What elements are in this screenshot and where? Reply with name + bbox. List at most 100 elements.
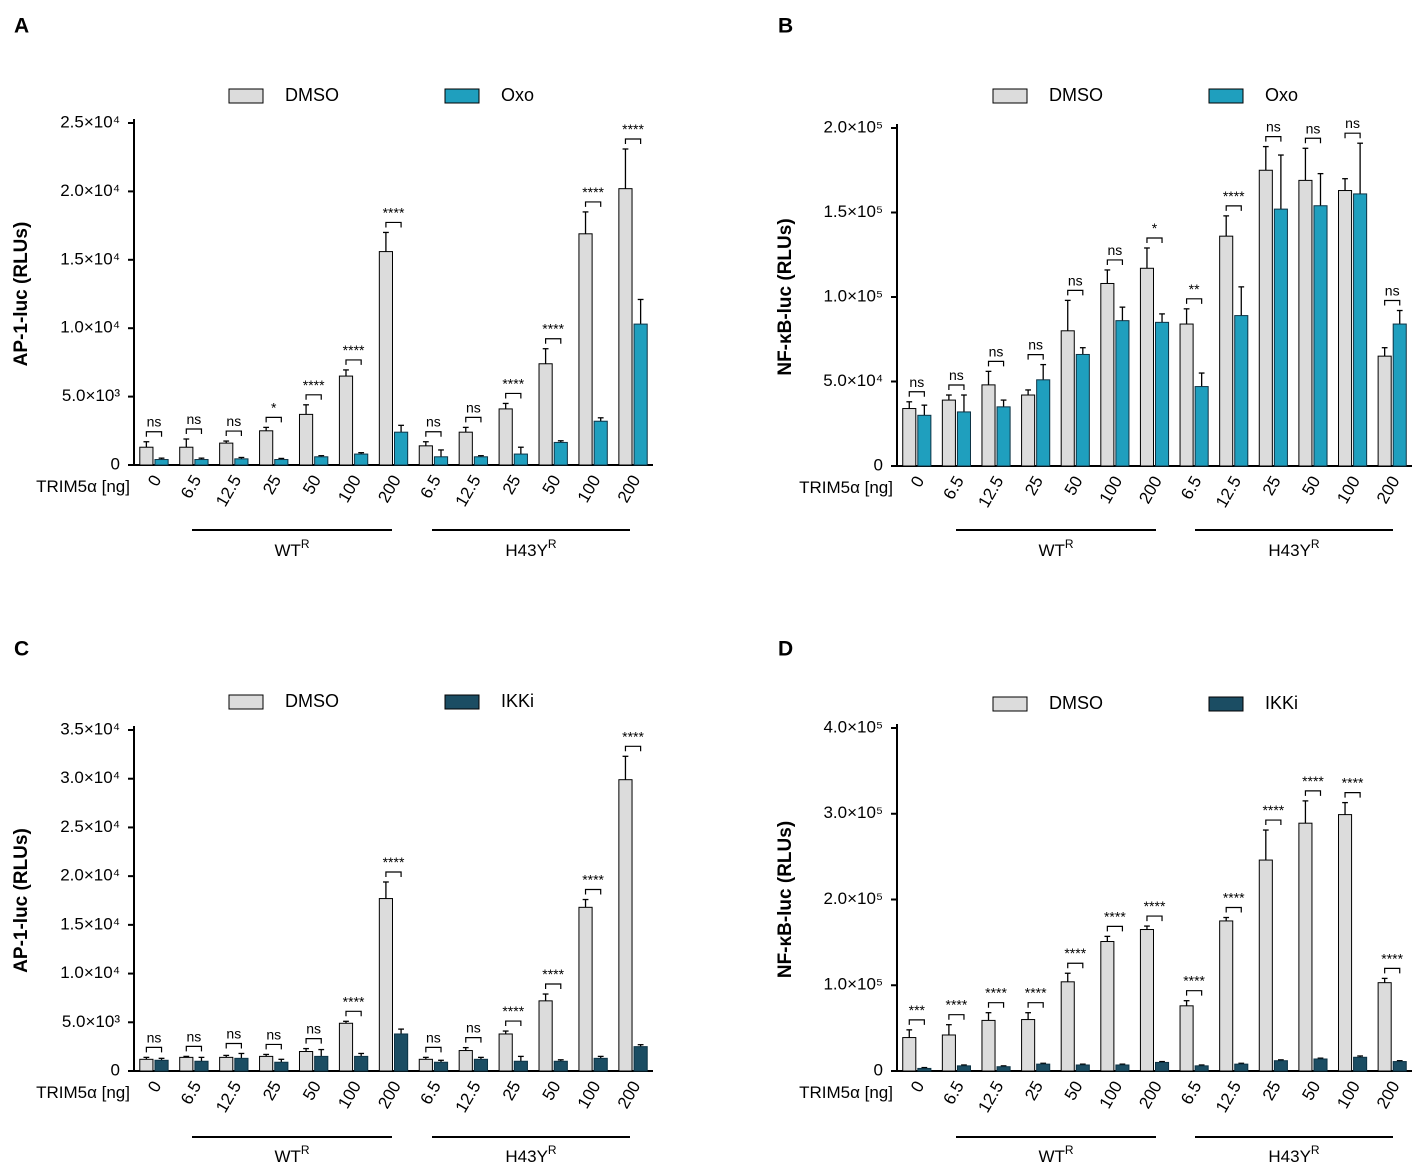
bar-dmso — [498, 1033, 513, 1072]
significance-bracket — [305, 1037, 322, 1044]
bar-dmso — [219, 1056, 234, 1072]
significance-label: ns — [1385, 283, 1400, 299]
group-label-main: H43Y — [1268, 541, 1311, 560]
bar-treatment — [996, 406, 1011, 467]
y-tick-label: 1.0×10⁴ — [60, 963, 120, 982]
x-tick-label: 12.5 — [212, 1078, 245, 1116]
y-tick-label: 1.0×10⁵ — [823, 286, 883, 305]
y-tick-label: 3.0×10⁵ — [823, 803, 883, 822]
y-tick-label: 0 — [874, 455, 883, 474]
significance-bracket — [1106, 925, 1124, 932]
x-axis-label: TRIM5α [ng] — [36, 1083, 130, 1102]
x-tick-label: 6.5 — [1177, 1078, 1205, 1108]
x-tick-label: 100 — [1333, 473, 1364, 507]
significance-bracket — [225, 430, 242, 437]
group-label: WTR — [274, 1143, 309, 1164]
group-label: H43YR — [505, 1143, 557, 1164]
x-tick-label: 200 — [1373, 473, 1404, 507]
significance-bracket — [1265, 819, 1282, 826]
significance-label: **** — [622, 728, 644, 744]
legend-swatch-treatment — [1208, 696, 1244, 712]
x-tick-label: 25 — [499, 1078, 525, 1104]
group-label: H43YR — [505, 537, 557, 560]
bar-treatment — [917, 1067, 932, 1072]
x-tick-label: 100 — [334, 472, 365, 506]
x-tick-label: 100 — [334, 1078, 365, 1112]
x-tick-label: 0 — [144, 1078, 165, 1096]
bar-dmso — [981, 384, 996, 467]
x-tick-label: 25 — [499, 472, 525, 498]
y-axis-label: AP-1-luc (RLUs) — [11, 222, 32, 367]
significance-bracket — [1225, 906, 1242, 913]
significance-label: ns — [949, 367, 964, 383]
x-tick-label: 12.5 — [212, 472, 245, 510]
significance-label: ns — [1028, 337, 1043, 353]
x-tick-label: 100 — [1096, 473, 1127, 507]
bar-treatment — [473, 456, 489, 466]
x-tick-label: 25 — [1259, 473, 1285, 499]
bar-treatment — [234, 458, 249, 466]
bar-treatment — [154, 459, 169, 466]
significance-label: **** — [1064, 945, 1086, 961]
x-axis-label: TRIM5α [ng] — [799, 1083, 893, 1102]
bar-dmso — [1021, 394, 1036, 467]
y-tick-label: 0 — [111, 454, 120, 473]
legend-label-dmso: DMSO — [285, 85, 339, 105]
x-tick-label: 12.5 — [452, 1078, 485, 1116]
y-tick-label: 4.0×10⁵ — [823, 717, 883, 736]
significance-bracket — [505, 392, 522, 399]
significance-label: ns — [426, 414, 441, 430]
bar-dmso — [458, 1050, 473, 1072]
y-tick-label: 3.0×10⁴ — [60, 768, 120, 787]
group-label-sup: R — [1065, 1143, 1074, 1157]
y-tick-label: 1.5×10⁴ — [60, 249, 120, 268]
significance-bracket — [385, 221, 402, 228]
group-label: WTR — [1038, 537, 1073, 560]
y-tick-label: 2.5×10⁴ — [60, 112, 120, 131]
significance-label: **** — [582, 872, 604, 888]
bar-dmso — [981, 1019, 996, 1072]
y-tick-label: 5.0×10⁴ — [823, 371, 883, 390]
panel-letter: D — [778, 638, 793, 661]
significance-bracket — [1067, 289, 1084, 296]
group-label-main: WT — [274, 541, 300, 560]
bar-dmso — [1179, 323, 1194, 467]
significance-label: **** — [303, 377, 325, 393]
bar-dmso — [578, 906, 593, 1072]
y-tick-label: 1.0×10⁴ — [60, 318, 120, 337]
group-label-main: H43Y — [505, 541, 548, 560]
bar-dmso — [1139, 267, 1154, 467]
group-label-sup: R — [548, 537, 557, 551]
significance-bracket — [987, 360, 1005, 367]
bar-dmso — [1021, 1019, 1036, 1072]
bar-treatment — [1036, 379, 1051, 467]
significance-label: ns — [1107, 242, 1122, 258]
significance-label: * — [1152, 220, 1158, 236]
legend-label-dmso: DMSO — [285, 691, 339, 711]
significance-bracket — [1304, 790, 1322, 796]
legend-swatch-dmso — [228, 694, 264, 710]
y-axis-label: NF-κB-luc (RLUs) — [775, 821, 796, 978]
bar-treatment — [553, 1060, 568, 1072]
y-tick-label: 0 — [874, 1060, 883, 1079]
y-tick-label: 2.0×10⁵ — [823, 889, 883, 908]
y-tick-label: 1.5×10⁴ — [60, 914, 120, 933]
significance-label: ns — [306, 1021, 321, 1037]
significance-label: ** — [1189, 281, 1200, 297]
significance-label: ns — [426, 1029, 441, 1045]
significance-label: **** — [1025, 985, 1047, 1001]
group-label-main: WT — [1038, 541, 1064, 560]
significance-label: **** — [542, 966, 564, 982]
x-tick-label: 50 — [539, 1078, 565, 1104]
y-tick-label: 2.0×10⁵ — [823, 117, 883, 136]
significance-label: **** — [622, 121, 644, 137]
x-tick-label: 6.5 — [177, 472, 205, 502]
significance-bracket — [265, 416, 282, 423]
x-tick-label: 50 — [1298, 1078, 1324, 1104]
bar-treatment — [1273, 208, 1288, 467]
significance-label: **** — [582, 184, 604, 200]
x-tick-label: 0 — [907, 473, 928, 491]
significance-label: **** — [1262, 802, 1284, 818]
panel-a: A AP-1-luc (RLUs) 0 5.0×10³ 1.0×10⁴ 1.5×10⁴ 2.… — [11, 15, 653, 560]
